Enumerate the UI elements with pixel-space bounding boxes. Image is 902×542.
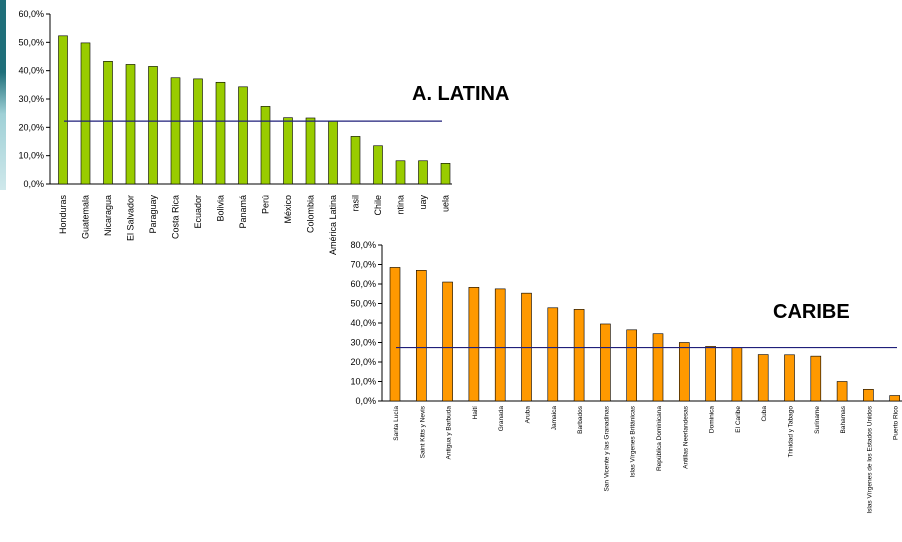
latina-category-label: uela: [441, 195, 451, 212]
caribe-category-label: El Caribe: [735, 406, 742, 433]
caribe-category-label: República Dominicana: [656, 406, 663, 471]
latina-category-label: Guatemala: [81, 195, 91, 239]
caribe-bar: [468, 287, 480, 402]
slide-edge-decoration: [0, 0, 6, 190]
caribe-bar: [494, 288, 506, 402]
caribe-bar: [652, 333, 664, 402]
caribe-bar: [757, 354, 769, 402]
caribe-bar: [889, 395, 901, 402]
latina-category-label: Colombia: [306, 195, 316, 233]
latina-bar: [58, 35, 68, 185]
caribe-y-tick-label: 30,0%: [350, 338, 376, 348]
caribe-bar: [836, 381, 848, 402]
latina-bar: [238, 86, 248, 185]
caribe-category-label: San Vicente y las Granadinas: [603, 405, 610, 491]
latina-bar: [215, 81, 226, 185]
caribe-bar: [547, 307, 559, 402]
caribe-category-label: Aruba: [525, 406, 532, 424]
caribe-bar: [731, 347, 743, 402]
caribe-category-label: Dominica: [709, 406, 716, 433]
caribe-bar: [415, 270, 427, 402]
caribe-bar: [863, 388, 874, 402]
latina-chart-title: A. LATINA: [412, 83, 509, 105]
latina-category-label: Honduras: [58, 195, 68, 235]
latina-bar: [350, 136, 361, 185]
latina-category-label: Paraguay: [148, 195, 158, 234]
caribe-y-tick-label: 80,0%: [350, 240, 376, 250]
caribe-category-label: Trinidad y Tabago: [788, 406, 795, 458]
caribe-y-tick-label: 60,0%: [350, 279, 376, 289]
latina-y-tick-label: 30,0%: [18, 94, 44, 104]
caribe-category-label: Santa Lucía: [393, 406, 400, 441]
latina-category-label: México: [283, 195, 293, 224]
latina-bar: [373, 145, 383, 185]
latina-bar: [103, 61, 113, 185]
caribe-y-tick-label: 50,0%: [350, 299, 376, 309]
latina-category-label: rasil: [351, 195, 361, 212]
latina-category-label: Bolivia: [216, 195, 226, 222]
latina-category-label: Perú: [261, 195, 271, 214]
latina-category-label: El Salvador: [126, 195, 136, 241]
latina-bar: [283, 117, 293, 185]
caribe-category-label: Suriname: [814, 406, 821, 434]
caribe-bar: [678, 342, 690, 402]
caribe-bar: [626, 329, 638, 402]
caribe-category-label: Islas Vírgenes Británicas: [630, 405, 637, 477]
latina-y-tick-label: 20,0%: [18, 122, 44, 132]
caribe-category-label: Barbados: [577, 405, 584, 434]
latina-category-label: América Latina: [328, 195, 338, 255]
latina-bar: [193, 78, 203, 185]
caribe-category-label: Jamaica: [551, 406, 558, 431]
caribe-bar: [810, 355, 822, 402]
latina-bar: [305, 117, 316, 185]
caribe-category-label: Islas Vírgenes de los Estados Unidos: [866, 405, 873, 513]
caribe-category-label: Puerto Rico: [893, 406, 900, 440]
caribe-y-tick-label: 0,0%: [355, 396, 376, 406]
caribe-category-label: Haití: [472, 406, 479, 420]
caribe-bar: [573, 309, 585, 402]
latina-y-tick-label: 60,0%: [18, 9, 44, 19]
latina-y-tick-label: 50,0%: [18, 37, 44, 47]
caribe-bar: [600, 323, 611, 402]
chart-latin-america: 0,0% 10,0% 20,0% 30,0% 40,0% 50,0% 60,0% Hondur…: [18, 9, 509, 255]
latina-bar: [328, 120, 338, 185]
latina-bar: [148, 66, 158, 185]
caribe-bar: [442, 281, 453, 402]
caribe-y-tick-label: 20,0%: [350, 357, 376, 367]
caribe-y-tick-label: 70,0%: [350, 260, 376, 270]
latina-bar: [170, 77, 181, 185]
caribe-category-label: Antigua y Barbuda: [446, 406, 453, 460]
latina-category-label: Nicaragua: [103, 195, 113, 236]
latina-bar: [260, 106, 271, 185]
caribe-category-label: Cuba: [761, 406, 768, 422]
latina-y-tick-label: 40,0%: [18, 66, 44, 76]
latina-y-tick-label: 10,0%: [18, 151, 44, 161]
latina-category-label: uay: [418, 195, 428, 210]
latina-category-label: ntina: [396, 195, 406, 215]
latina-bar: [418, 160, 428, 185]
latina-category-label: Chile: [373, 195, 383, 216]
latina-bar: [395, 160, 406, 185]
caribe-chart-title: CARIBE: [773, 301, 850, 323]
caribe-category-label: Granada: [498, 406, 505, 432]
caribe-y-tick-label: 40,0%: [350, 318, 376, 328]
caribe-bar: [705, 346, 716, 402]
caribe-bar: [389, 267, 401, 402]
chart-caribbean: 0,0% 10,0% 20,0% 30,0% 40,0% 50,0% 60,0% 70,0% 8…: [350, 240, 902, 514]
latina-category-label: Costa Rica: [171, 195, 181, 239]
latina-bar: [125, 64, 136, 185]
latina-bar: [80, 42, 91, 185]
latina-y-tick-label: 0,0%: [23, 179, 44, 189]
caribe-category-label: Bahamas: [840, 405, 847, 433]
caribe-bar: [784, 354, 795, 402]
caribe-category-label: Antillas Neerlandesas: [682, 405, 689, 469]
caribe-y-tick-label: 10,0%: [350, 377, 376, 387]
latina-category-label: Ecuador: [193, 195, 203, 229]
latina-bar: [440, 163, 451, 185]
latina-category-label: Panamá: [238, 195, 248, 229]
caribe-category-label: Saint Kitts y Nevis: [419, 405, 426, 458]
